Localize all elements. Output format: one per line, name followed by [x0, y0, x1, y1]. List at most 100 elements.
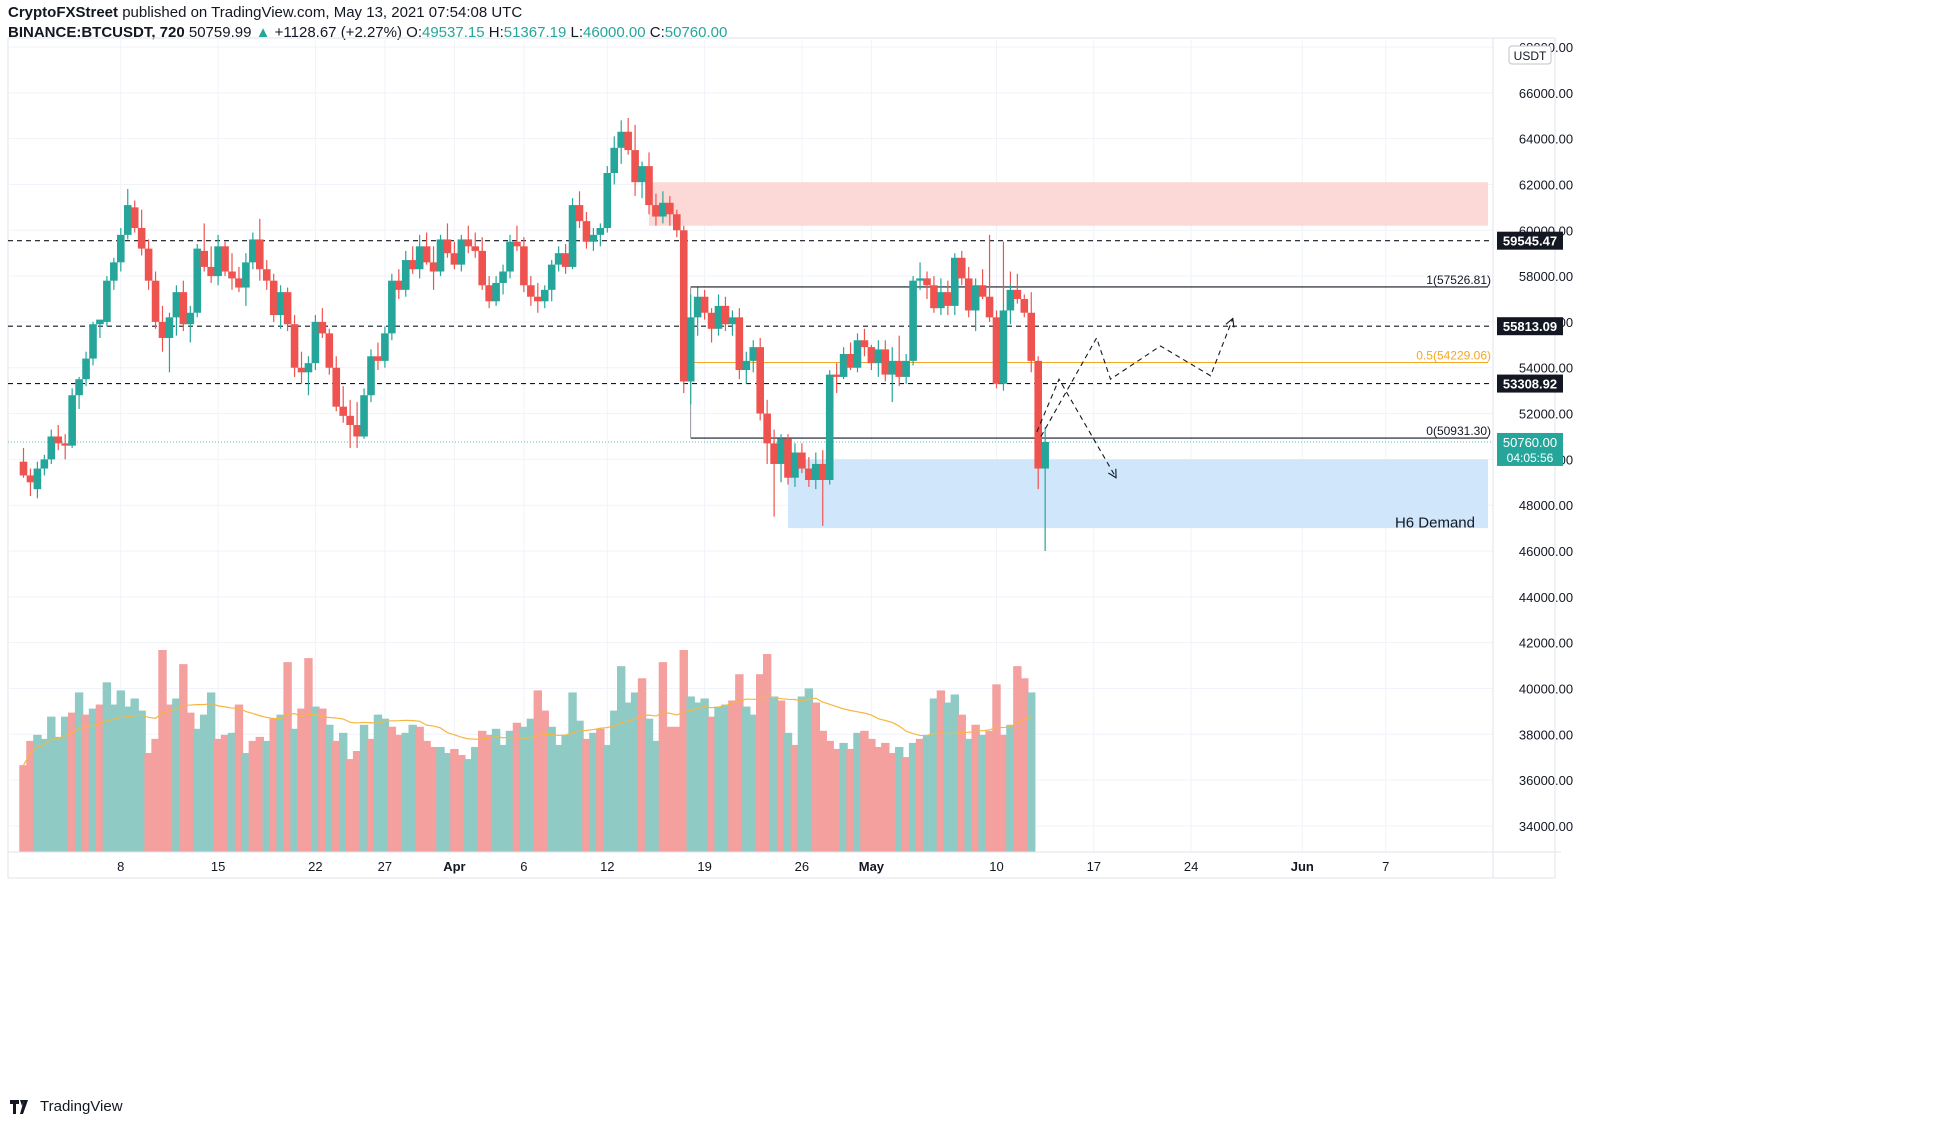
volume-bar: [401, 732, 410, 852]
candle-body: [200, 250, 208, 267]
fib-level-label: 1(57526.81): [1426, 273, 1491, 287]
candle-body: [673, 214, 681, 231]
candle-body: [881, 349, 890, 375]
candle-body: [103, 280, 111, 322]
x-tick-label: 27: [378, 859, 392, 874]
volume-bar: [95, 704, 105, 852]
candle-body: [325, 333, 334, 368]
volume-bar: [610, 710, 619, 852]
candle-body: [1034, 360, 1042, 469]
volume-bar: [936, 690, 946, 852]
volume-bar: [908, 742, 918, 852]
candle-body: [269, 280, 278, 316]
open-label: O:: [406, 24, 422, 41]
candle-body: [388, 280, 396, 334]
candle-body: [763, 413, 771, 444]
volume-bar: [860, 730, 869, 852]
candle-body: [631, 150, 639, 183]
volume-bar: [728, 700, 737, 852]
candle-body: [617, 131, 625, 148]
candle-body: [853, 340, 862, 368]
candle-body: [96, 319, 104, 325]
volume-bar: [686, 696, 695, 852]
candle-body: [1027, 312, 1036, 361]
price-marker-tag: [1497, 231, 1563, 250]
candle-body: [520, 246, 528, 286]
candle-body: [193, 248, 202, 313]
candle-body: [499, 271, 507, 283]
price-change: +1128.67 (+2.27%): [274, 24, 402, 41]
volume-bar: [165, 704, 174, 852]
volume-bar: [714, 706, 723, 852]
candle-body: [408, 260, 417, 270]
candle-body: [172, 292, 181, 318]
symbol-label[interactable]: BINANCE:BTCUSDT, 720: [8, 24, 185, 41]
demand-zone-label: H6 Demand: [1395, 515, 1475, 532]
volume-bar: [1020, 678, 1029, 852]
price-marker-tag-label: 55813.09: [1503, 319, 1557, 334]
volume-bar: [762, 654, 772, 852]
candle-body: [19, 461, 28, 476]
volume-bar: [262, 740, 271, 852]
candle-body: [304, 363, 313, 373]
volume-bar: [929, 698, 939, 852]
x-tick-label: 12: [600, 859, 614, 874]
volume-bar: [915, 738, 925, 852]
publisher-name[interactable]: CryptoFXStreet: [8, 4, 119, 21]
candle-body: [395, 280, 403, 290]
volume-bar: [888, 753, 897, 852]
volume-bar: [443, 753, 452, 852]
volume-bar: [172, 698, 181, 852]
candle-body: [492, 282, 500, 302]
volume-bar: [130, 698, 139, 852]
candle-body: [179, 292, 188, 325]
volume-bar: [874, 746, 883, 852]
candle-body: [596, 227, 605, 235]
volume-bar: [408, 724, 417, 852]
candle-body: [909, 280, 917, 361]
volume-bar: [693, 702, 702, 852]
y-tick-label: 64000.00: [1519, 132, 1573, 147]
candle-body: [547, 264, 556, 290]
volume-bar: [596, 728, 605, 852]
candle-body: [735, 317, 744, 371]
close-label: C:: [649, 24, 665, 41]
volume-bar: [450, 748, 459, 852]
candle-body: [130, 207, 139, 228]
candle-body: [832, 374, 841, 377]
volume-bar: [818, 730, 827, 852]
volume-bar: [158, 650, 167, 852]
candle-body: [207, 266, 215, 277]
candle-body: [902, 360, 910, 377]
candle-body: [381, 333, 389, 361]
candle-body: [61, 443, 69, 446]
demand-zone: [788, 459, 1488, 529]
volume-bar: [54, 736, 63, 852]
volume-bar: [637, 678, 647, 852]
volume-bar: [276, 714, 285, 852]
y-tick-label: 66000.00: [1519, 86, 1573, 101]
projection-path: [1036, 377, 1117, 478]
candle-body: [818, 463, 827, 480]
candle-body: [603, 173, 612, 228]
candle-body: [89, 324, 97, 359]
candle-body: [1006, 289, 1015, 311]
candle-body: [554, 253, 563, 265]
candle-body: [534, 296, 542, 302]
volume-bar: [422, 740, 431, 852]
candle-body: [110, 262, 118, 281]
candle-body: [805, 468, 813, 480]
volume-bar: [241, 753, 251, 852]
volume-bar: [978, 734, 987, 852]
candle-body: [1013, 289, 1022, 300]
candle-body: [422, 246, 431, 263]
volume-bar: [950, 694, 959, 852]
tradingview-logo[interactable]: TradingView: [10, 1098, 123, 1115]
volume-bar: [575, 720, 584, 852]
candle-body: [978, 285, 987, 297]
volume-ma-line: [22, 696, 1032, 766]
volume-bar: [464, 759, 473, 852]
candle-body: [415, 246, 424, 270]
x-tick-label: 19: [697, 859, 711, 874]
